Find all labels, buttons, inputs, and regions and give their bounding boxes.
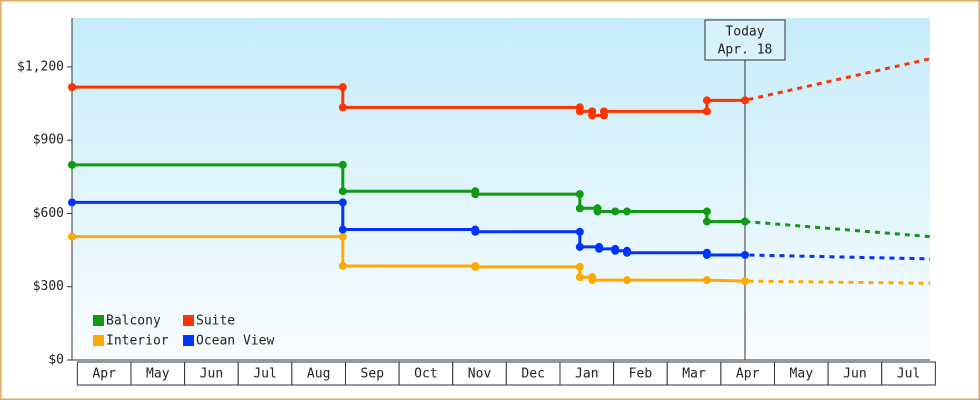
point xyxy=(702,276,711,285)
legend-label: Balcony xyxy=(106,314,161,329)
point xyxy=(702,250,711,259)
point xyxy=(623,207,632,216)
point xyxy=(575,190,584,199)
today-box xyxy=(704,19,786,61)
point xyxy=(68,160,76,169)
point xyxy=(338,225,347,234)
x-tick-label: Jun xyxy=(843,367,866,382)
point xyxy=(595,244,604,253)
y-tick-label: $900 xyxy=(33,133,64,148)
point xyxy=(575,204,584,213)
point xyxy=(593,207,602,216)
point xyxy=(338,198,347,207)
legend-label: Interior xyxy=(106,334,169,349)
x-tick-label: Oct xyxy=(414,367,437,382)
point xyxy=(575,107,584,116)
point xyxy=(740,96,749,105)
legend-label: Ocean View xyxy=(196,334,274,349)
point xyxy=(740,217,749,226)
y-tick-label: $1,200 xyxy=(17,59,64,74)
legend-swatch xyxy=(183,315,194,326)
point xyxy=(338,103,347,112)
x-tick-label: Nov xyxy=(468,367,492,382)
point xyxy=(623,248,632,257)
x-tick-label: Jun xyxy=(200,367,223,382)
x-tick-label: Jul xyxy=(253,367,276,382)
legend-swatch xyxy=(93,315,104,326)
point xyxy=(575,242,584,251)
point xyxy=(471,262,480,271)
point xyxy=(575,227,584,236)
point xyxy=(575,273,584,282)
point xyxy=(702,217,711,226)
x-tick-label: Apr xyxy=(92,367,116,382)
point xyxy=(611,246,620,255)
point xyxy=(611,207,620,216)
point xyxy=(702,107,711,116)
plot-area xyxy=(72,18,930,360)
point xyxy=(338,261,347,270)
x-tick-label: Dec xyxy=(521,367,544,382)
y-tick-label: $0 xyxy=(48,353,64,368)
x-tick-label: Feb xyxy=(629,367,653,382)
x-tick-label: Sep xyxy=(361,367,385,382)
point xyxy=(338,187,347,196)
point xyxy=(588,111,597,120)
x-tick-label: May xyxy=(790,367,814,382)
legend-swatch xyxy=(93,335,104,346)
legend-swatch xyxy=(183,335,194,346)
y-tick-label: $300 xyxy=(33,279,64,294)
x-tick-label: Jul xyxy=(897,367,920,382)
y-tick-label: $600 xyxy=(33,206,64,221)
x-tick-cell xyxy=(881,361,936,386)
point xyxy=(740,277,749,286)
point xyxy=(471,227,480,236)
today-label: Today xyxy=(725,25,764,40)
point xyxy=(623,276,632,285)
x-tick-label: Apr xyxy=(736,367,760,382)
legend-label: Suite xyxy=(196,314,235,329)
today-label: Apr. 18 xyxy=(718,43,773,58)
point xyxy=(599,107,608,116)
point xyxy=(338,232,347,241)
x-tick-label: Jan xyxy=(575,367,598,382)
point xyxy=(740,250,749,259)
point xyxy=(68,198,76,207)
point xyxy=(338,83,347,92)
x-tick-label: May xyxy=(146,367,170,382)
point xyxy=(702,207,711,216)
point xyxy=(471,190,480,199)
point xyxy=(338,160,347,169)
point xyxy=(68,83,76,92)
point xyxy=(588,276,597,285)
x-tick-label: Mar xyxy=(682,367,706,382)
point xyxy=(575,262,584,271)
point xyxy=(68,232,76,241)
point xyxy=(702,96,711,105)
x-tick-label: Aug xyxy=(307,367,330,382)
